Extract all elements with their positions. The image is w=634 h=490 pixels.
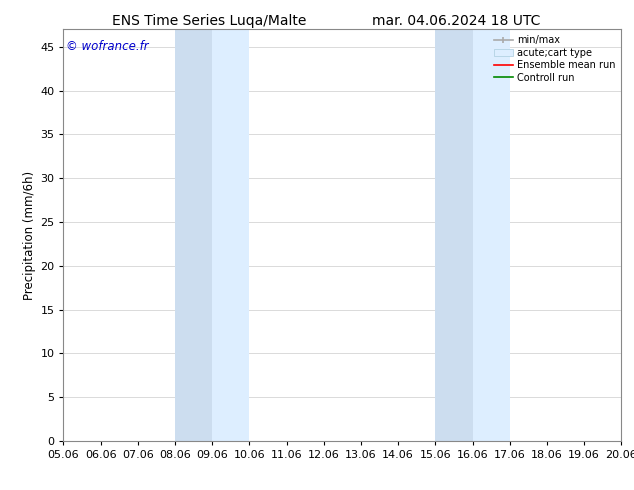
- Text: ENS Time Series Luqa/Malte: ENS Time Series Luqa/Malte: [112, 14, 306, 28]
- Bar: [212, 29, 249, 441]
- Y-axis label: Precipitation (mm/6h): Precipitation (mm/6h): [23, 171, 36, 300]
- Legend: min/max, acute;cart type, Ensemble mean run, Controll run: min/max, acute;cart type, Ensemble mean …: [489, 31, 619, 86]
- Bar: [436, 29, 472, 441]
- Text: © wofrance.fr: © wofrance.fr: [66, 40, 149, 53]
- Bar: [472, 29, 510, 441]
- Bar: [175, 29, 212, 441]
- Text: mar. 04.06.2024 18 UTC: mar. 04.06.2024 18 UTC: [372, 14, 541, 28]
